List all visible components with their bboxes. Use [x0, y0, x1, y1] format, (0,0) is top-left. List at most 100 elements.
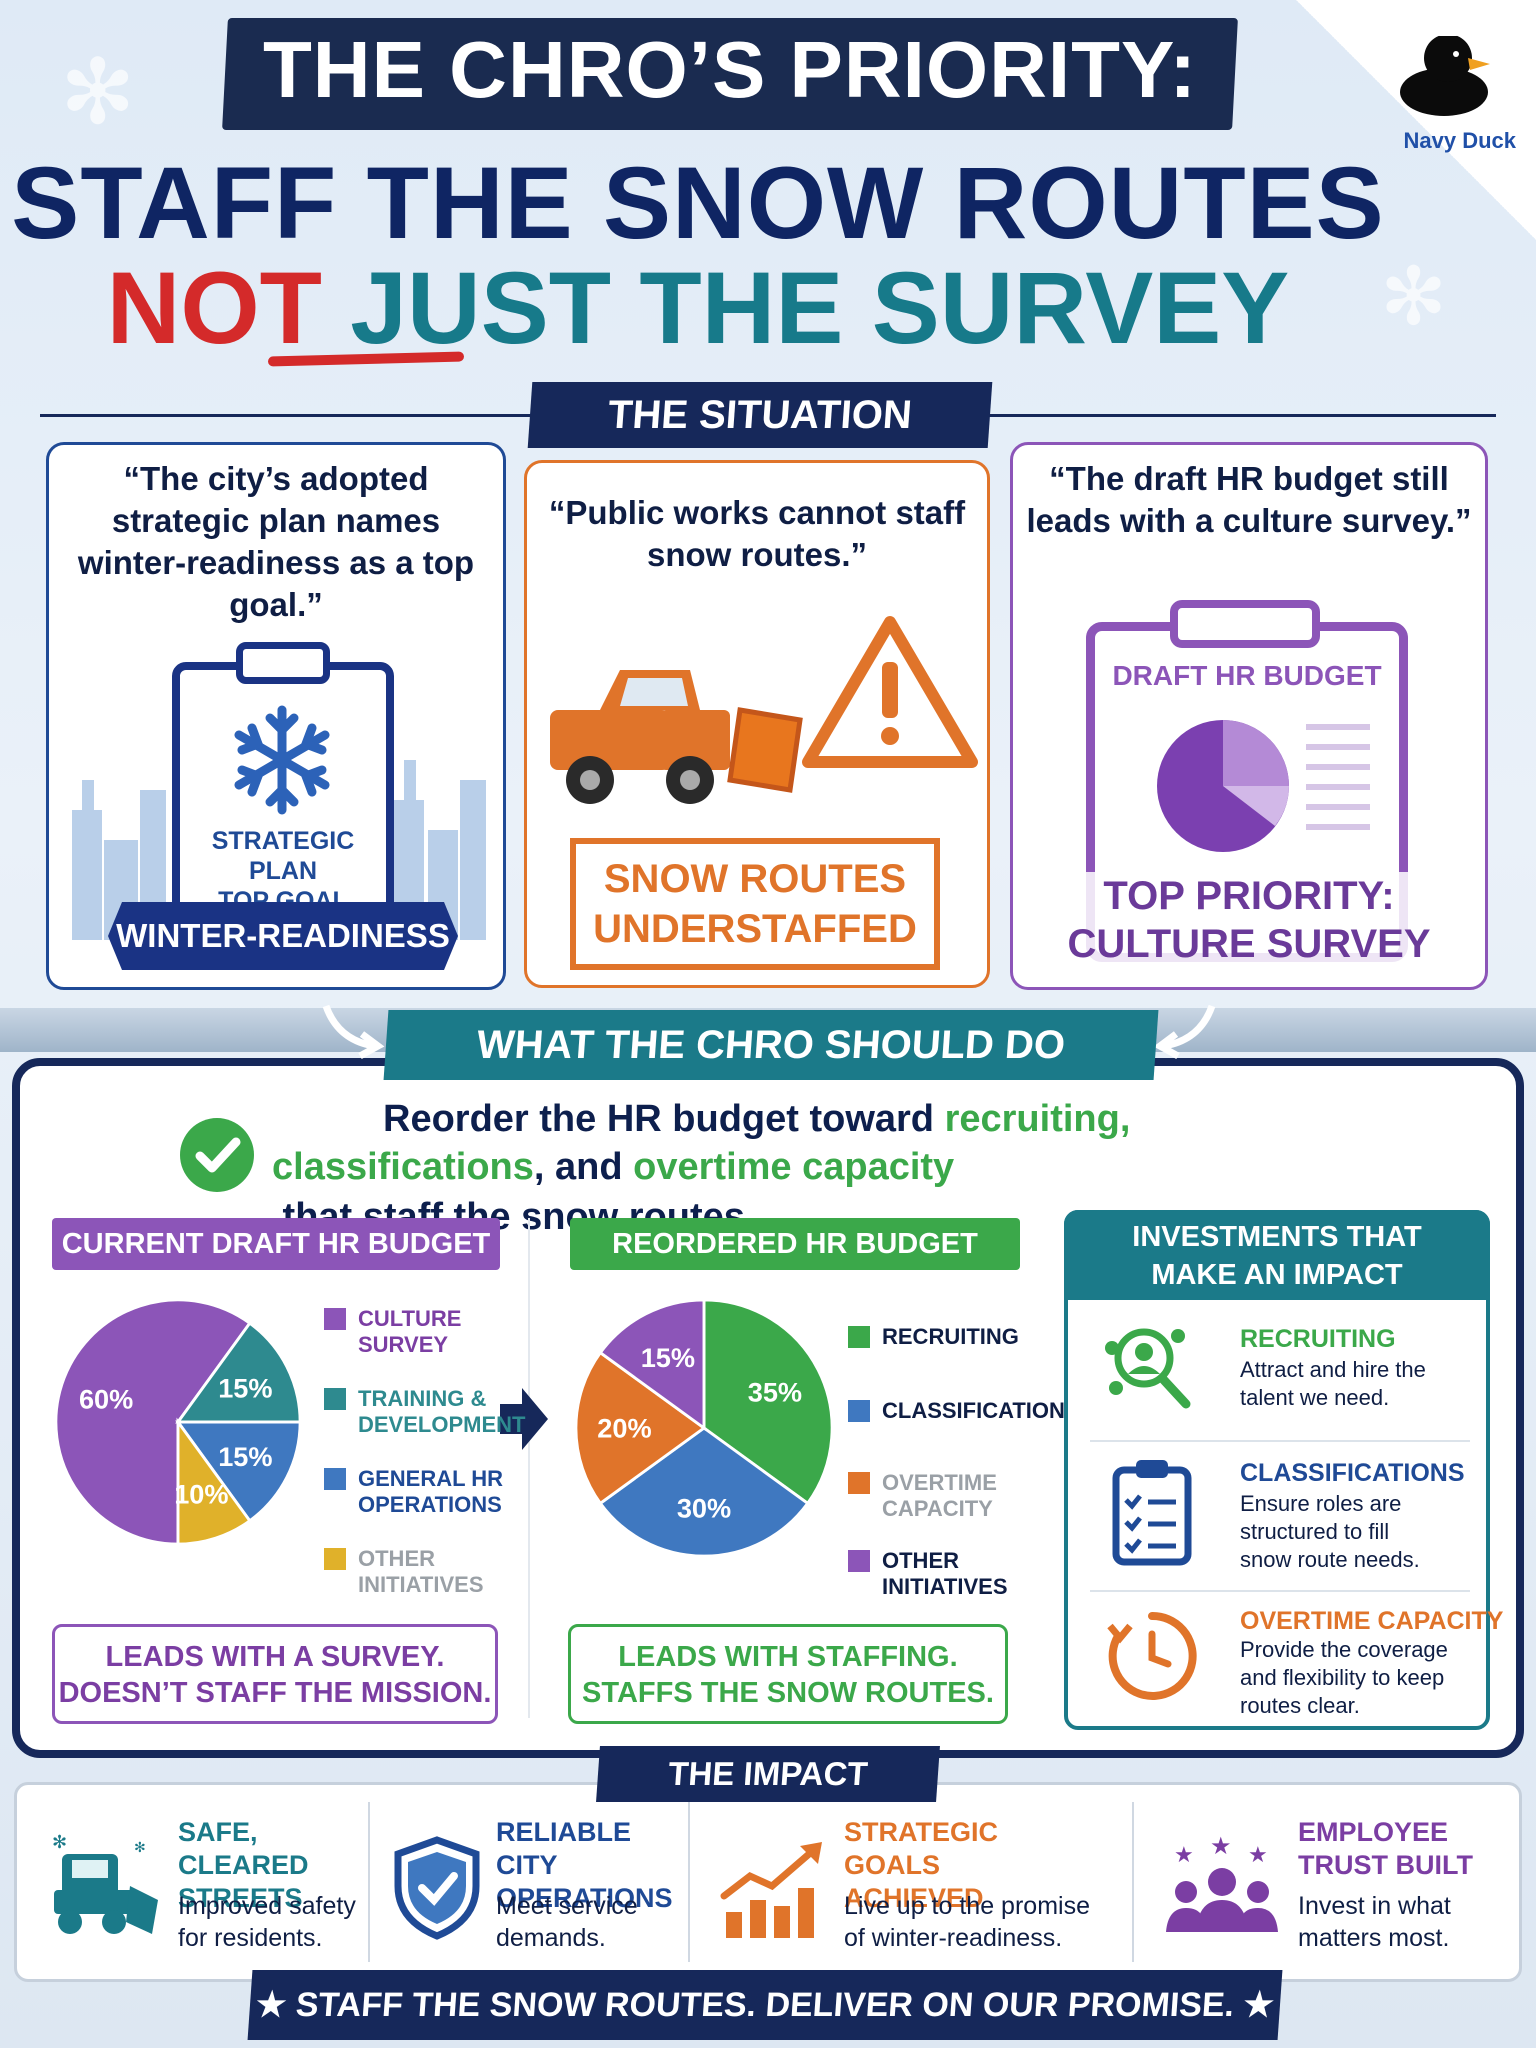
legend-item: CULTURE SURVEY: [324, 1306, 514, 1358]
action-label: WHAT THE CHRO SHOULD DO: [383, 1010, 1159, 1080]
investment-recruiting-desc: Attract and hire the talent we need.: [1240, 1357, 1426, 1410]
investment-divider: [1090, 1440, 1470, 1442]
investment-classifications-desc: Ensure roles are structured to fill snow…: [1240, 1491, 1420, 1572]
impact-trust-desc: Invest in what matters most.: [1298, 1892, 1451, 1952]
legend-item: OTHER INITIATIVES: [848, 1548, 1038, 1600]
svg-text:✻: ✻: [134, 1839, 146, 1855]
title-line-2: STAFF THE SNOW ROUTES: [11, 146, 1385, 260]
legend-item: CLASSIFICATIONS: [848, 1398, 1080, 1424]
snowplow-truck-icon: [550, 670, 803, 804]
svg-text:★: ★: [1174, 1842, 1194, 1867]
impact-divider: [368, 1802, 370, 1962]
action-headline-line-1: Reorder the HR budget toward recruiting,: [383, 1094, 1483, 1144]
situation-label: THE SITUATION: [527, 382, 993, 448]
clipboard-checklist-icon: [1112, 1460, 1192, 1566]
current-budget-title: CURRENT DRAFT HR BUDGET: [52, 1218, 500, 1270]
legend-swatch: [848, 1326, 870, 1348]
understaffed-line-1: SNOW ROUTES: [603, 857, 907, 901]
budget-divider: [528, 1218, 530, 1718]
investment-overtime-desc: Provide the coverage and flexibility to …: [1240, 1637, 1448, 1718]
impact-streets-title: SAFE, CLEARED STREETS: [178, 1817, 309, 1913]
impact-goals-desc: Live up to the promise of winter-readine…: [844, 1892, 1090, 1952]
legend-item: TRAINING & DEVELOPMENT: [324, 1386, 525, 1438]
duck-logo-icon: [1400, 24, 1490, 116]
impact-label: THE IMPACT: [596, 1746, 940, 1802]
legend-label: CLASSIFICATIONS: [882, 1398, 1080, 1423]
pie-slice: [175, 1420, 302, 1523]
snowflake-decoration-icon: ✻: [1380, 252, 1448, 341]
understaffed-box: SNOW ROUTES UNDERSTAFFED: [570, 838, 940, 970]
legend-item: OVERTIME CAPACITY: [848, 1470, 1038, 1522]
investment-divider: [1090, 1590, 1470, 1592]
checkmark-icon: [180, 1118, 254, 1192]
legend-swatch: [324, 1468, 346, 1490]
verdict-line-2: DOESN’T STAFF THE MISSION.: [58, 1677, 492, 1709]
reordered-budget-pie-chart: 35% 30% 20% 15%: [574, 1298, 834, 1558]
brand-name: Navy Duck: [1403, 128, 1516, 153]
star-icon: ★: [254, 1986, 298, 2024]
investments-title: INVESTMENTS THAT MAKE AN IMPACT: [1064, 1210, 1490, 1300]
strategic-plan-quote: “The city’s adopted strategic plan names…: [77, 460, 475, 623]
headline-overtime: overtime capacity: [633, 1146, 955, 1188]
pie-slice: [574, 1350, 707, 1506]
svg-text:✻: ✻: [52, 1832, 67, 1852]
headline-text: Reorder the HR budget toward: [383, 1098, 945, 1140]
pie-value-label: 60%: [79, 1383, 133, 1414]
current-budget-verdict: LEADS WITH A SURVEY. DOESN’T STAFF THE MI…: [52, 1624, 498, 1724]
headline-text: , and: [533, 1146, 634, 1188]
impact-operations-desc: Meet service demands.: [496, 1892, 638, 1952]
footer-text: STAFF THE SNOW ROUTES. DELIVER ON OUR PR…: [294, 1986, 1236, 2024]
reordered-budget-title: REORDERED HR BUDGET: [570, 1218, 1020, 1270]
curved-arrow-right-icon: [1153, 1004, 1216, 1060]
pie-slice: [176, 1417, 252, 1546]
investments-title-line-2: MAKE AN IMPACT: [1151, 1259, 1403, 1291]
clock-icon: [1107, 1611, 1197, 1700]
investment-recruiting-title: RECRUITING: [1240, 1325, 1396, 1353]
recruiting-icon: [1105, 1328, 1191, 1409]
draft-budget-pie-icon: [1157, 720, 1289, 852]
reordered-budget-verdict: LEADS WITH STAFFING. STAFFS THE SNOW ROUT…: [568, 1624, 1008, 1724]
legend-swatch: [324, 1308, 346, 1330]
title-line-3-rest: JUST THE SURVEY: [321, 251, 1290, 365]
pie-value-label: 15%: [218, 1441, 272, 1472]
pie-slice: [54, 1298, 252, 1546]
impact-trust-title: EMPLOYEE TRUST BUILT: [1298, 1817, 1473, 1880]
pie-value-label: 20%: [597, 1413, 651, 1444]
verdict-line-2: STAFFS THE SNOW ROUTES.: [582, 1677, 994, 1709]
clipboard-clip: [1170, 600, 1320, 648]
warning-icon: [802, 616, 978, 768]
snowflake-icon: [234, 705, 330, 815]
pie-value-label: 15%: [641, 1342, 695, 1373]
snowplow-icon: ✻ ✻: [52, 1832, 158, 1934]
winter-readiness-banner: WINTER-READINESS: [108, 902, 458, 970]
clipboard-clip: [236, 642, 330, 684]
verdict-line-1: LEADS WITH STAFFING.: [618, 1641, 958, 1673]
pie-slice: [598, 1298, 706, 1431]
investments-title-line-1: INVESTMENTS THAT: [1132, 1221, 1422, 1253]
draft-budget-title: DRAFT HR BUDGET: [1112, 660, 1382, 691]
draft-budget-lines: [1306, 724, 1370, 844]
pie-value-label: 15%: [218, 1372, 272, 1403]
growth-chart-icon: [720, 1842, 822, 1938]
legend-label: GENERAL HR OPERATIONS: [358, 1466, 504, 1517]
hr-budget-quote: “The draft HR budget still leads with a …: [1026, 460, 1472, 539]
legend-swatch: [324, 1388, 346, 1410]
investment-classifications-title: CLASSIFICATIONS: [1240, 1459, 1465, 1487]
current-budget-pie-chart: 60% 15% 15% 10%: [54, 1298, 302, 1546]
pie-value-label: 30%: [677, 1492, 731, 1523]
clipboard-line-1: STRATEGIC PLAN: [211, 827, 355, 885]
corner-fold: [1296, 0, 1536, 240]
impact-goals-title: STRATEGIC GOALS ACHIEVED: [844, 1817, 998, 1913]
legend-item: GENERAL HR OPERATIONS: [324, 1466, 514, 1518]
impact-operations-title: RELIABLE CITY OPERATIONS: [496, 1817, 673, 1913]
pie-value-label: 35%: [748, 1377, 802, 1408]
legend-label: CULTURE SURVEY: [358, 1306, 462, 1357]
star-icon: ★: [1232, 1986, 1276, 2024]
legend-swatch: [324, 1548, 346, 1570]
title-line-1: THE CHRO’S PRIORITY:: [262, 25, 1198, 114]
shield-check-icon: [394, 1836, 480, 1940]
pie-slice: [175, 1321, 302, 1424]
title-line-3: NOT JUST THE SURVEY: [0, 250, 1536, 367]
clipboard-text: STRATEGIC PLAN TOP GOAL: [180, 826, 386, 916]
footer-banner: ★ STAFF THE SNOW ROUTES. DELIVER ON OUR …: [247, 1970, 1283, 2040]
